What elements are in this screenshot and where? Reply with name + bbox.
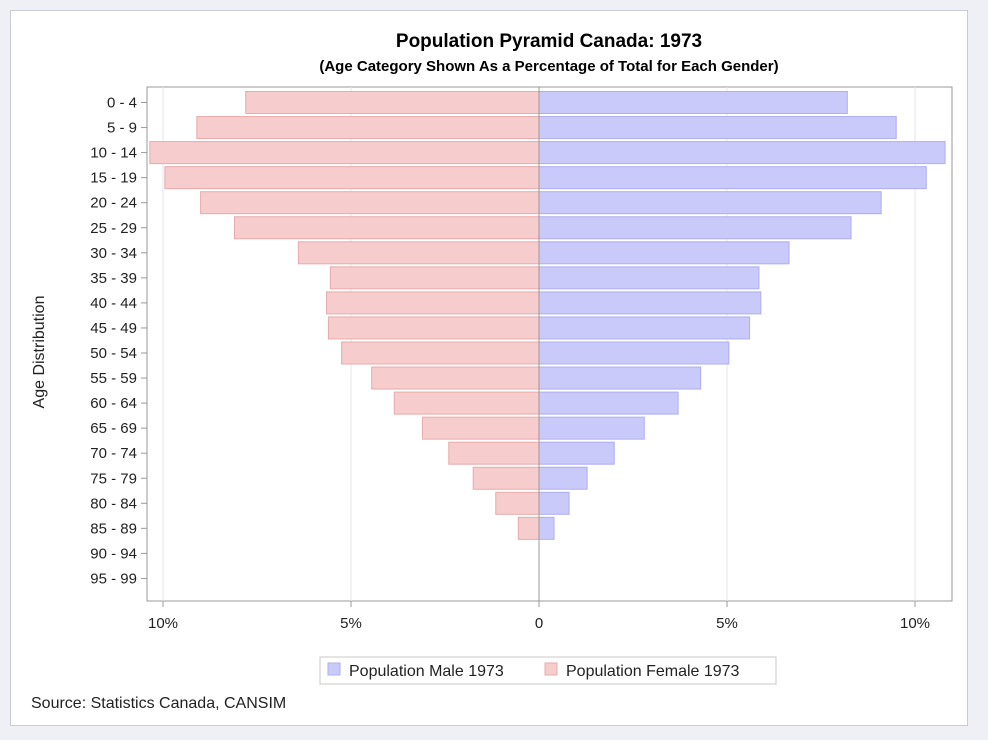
population-pyramid-chart: Population Pyramid Canada: 1973 (Age Cat… xyxy=(31,31,953,712)
legend-label-female: Population Female 1973 xyxy=(566,663,740,680)
bar-female-12 xyxy=(393,391,540,415)
y-tick-label-16: 80 - 84 xyxy=(90,495,137,512)
x-tick-label-1: 5% xyxy=(340,615,362,632)
bar-male-8 xyxy=(538,291,762,315)
bar-male-3 xyxy=(538,166,927,190)
bar-male-15 xyxy=(538,466,588,490)
legend-label-male: Population Male 1973 xyxy=(349,663,504,680)
y-tick-label-9: 45 - 49 xyxy=(90,320,137,337)
legend: Population Male 1973 Population Female 1… xyxy=(319,656,777,685)
legend-swatch-male xyxy=(327,662,341,676)
x-tick-label-3: 5% xyxy=(716,615,738,632)
y-tick-label-15: 75 - 79 xyxy=(90,470,137,487)
source-footnote: Source: Statistics Canada, CANSIM xyxy=(31,695,286,712)
bar-female-3 xyxy=(164,166,540,190)
bar-male-9 xyxy=(538,316,751,340)
y-tick-label-14: 70 - 74 xyxy=(90,445,137,462)
y-tick-label-13: 65 - 69 xyxy=(90,420,137,437)
bar-male-1 xyxy=(538,116,897,140)
bar-female-6 xyxy=(297,241,540,265)
y-tick-label-1: 5 - 9 xyxy=(107,120,137,137)
y-tick-label-0: 0 - 4 xyxy=(107,95,137,112)
bar-male-5 xyxy=(538,216,852,240)
y-axis-ticks: 0 - 4 5 - 9 10 - 14 15 - 19 20 - 24 25 - 29 30… xyxy=(90,95,147,587)
bar-male-11 xyxy=(538,366,702,390)
y-tick-label-4: 20 - 24 xyxy=(90,195,137,212)
bar-male-7 xyxy=(538,266,760,290)
bar-female-1 xyxy=(196,116,540,140)
bar-female-8 xyxy=(326,291,540,315)
bar-male-14 xyxy=(538,441,615,465)
bar-male-16 xyxy=(538,491,570,515)
bar-female-5 xyxy=(233,216,540,240)
x-axis-ticks: 10% 5% 0 5% 10% xyxy=(148,601,930,632)
y-tick-label-2: 10 - 14 xyxy=(90,145,137,162)
y-tick-label-19: 95 - 99 xyxy=(90,570,137,587)
bar-male-13 xyxy=(538,416,645,440)
bar-female-0 xyxy=(245,91,540,114)
bar-male-2 xyxy=(538,141,946,165)
plot-area xyxy=(146,86,953,602)
bar-female-15 xyxy=(472,466,540,490)
bar-female-7 xyxy=(329,266,540,290)
x-tick-label-4: 10% xyxy=(900,615,930,632)
bar-male-12 xyxy=(538,391,679,415)
chart-title: Population Pyramid Canada: 1973 xyxy=(396,31,702,52)
y-tick-label-12: 60 - 64 xyxy=(90,395,137,412)
bar-male-4 xyxy=(538,191,882,215)
bar-female-9 xyxy=(327,316,540,340)
y-tick-label-5: 25 - 29 xyxy=(90,220,137,237)
chart-subtitle: (Age Category Shown As a Percentage of T… xyxy=(319,58,778,75)
bar-male-17 xyxy=(538,516,555,540)
bar-female-2 xyxy=(149,141,540,165)
y-tick-label-8: 40 - 44 xyxy=(90,295,137,312)
bar-female-14 xyxy=(448,441,540,465)
bar-female-13 xyxy=(421,416,540,440)
y-tick-label-10: 50 - 54 xyxy=(90,345,137,362)
bar-female-16 xyxy=(495,491,540,515)
bars xyxy=(149,87,946,601)
x-tick-label-0: 10% xyxy=(148,615,178,632)
y-axis-label: Age Distribution xyxy=(31,296,48,409)
bar-female-10 xyxy=(341,341,540,365)
y-tick-label-11: 55 - 59 xyxy=(90,370,137,387)
chart-frame: Population Pyramid Canada: 1973 (Age Cat… xyxy=(10,10,968,726)
bar-male-10 xyxy=(538,341,730,365)
y-tick-label-17: 85 - 89 xyxy=(90,520,137,537)
bar-female-11 xyxy=(371,366,540,390)
x-tick-label-2: 0 xyxy=(535,615,543,632)
bar-female-17 xyxy=(517,516,540,540)
legend-swatch-female xyxy=(544,662,558,676)
bar-male-6 xyxy=(538,241,790,265)
y-tick-label-6: 30 - 34 xyxy=(90,245,137,262)
y-tick-label-7: 35 - 39 xyxy=(90,270,137,287)
y-tick-label-18: 90 - 94 xyxy=(90,545,137,562)
y-tick-label-3: 15 - 19 xyxy=(90,170,137,187)
bar-male-0 xyxy=(538,91,848,114)
bar-female-4 xyxy=(200,191,540,215)
